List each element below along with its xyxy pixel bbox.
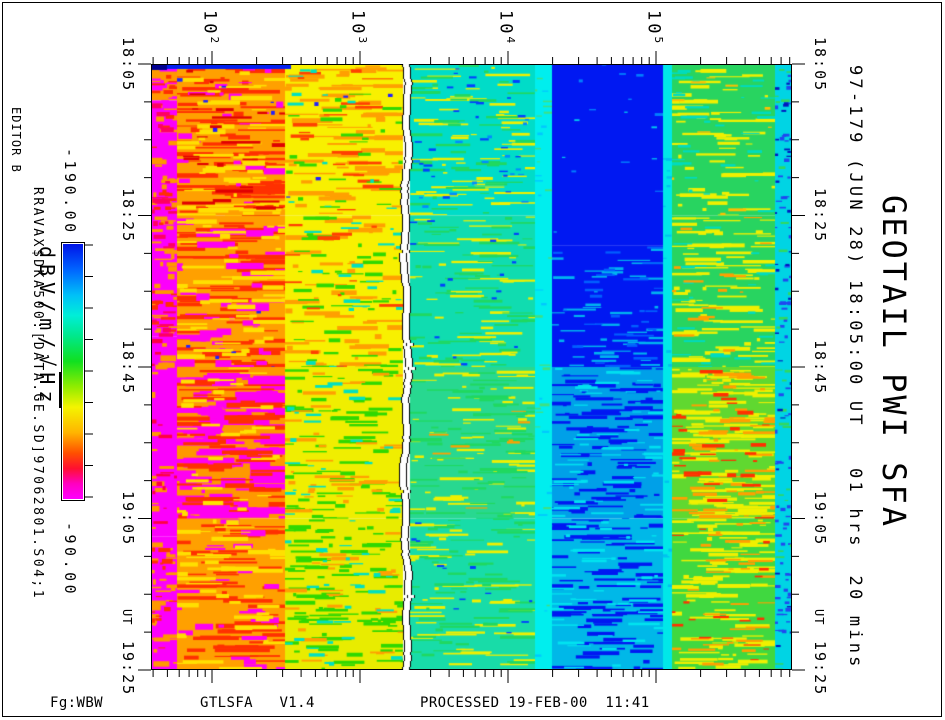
footer-flag: Fg:WBW (50, 695, 103, 711)
freq-label-10khz: 104 (495, 10, 517, 44)
colorbar-units-label: dBV/m/√Hz (35, 246, 61, 409)
spectrogram-image (151, 64, 792, 670)
ut-prefix-right: UT (812, 609, 826, 626)
time-label-left-1805: 18:05 (119, 37, 137, 93)
colorbar-max-label: -190.00 (61, 148, 79, 236)
plot-date-duration: 97-179 (JUN 28) 18:05:00 UT 01 hrs 20 mi… (845, 65, 865, 670)
footer-processed-timestamp: PROCESSED 19-FEB-00 11:41 (420, 695, 650, 711)
colorbar-min-label: -90.00 (61, 522, 79, 598)
freq-label-100khz: 105 (643, 10, 665, 44)
colorbar-gradient (63, 244, 83, 499)
time-label-right-1825: 18:25 (811, 188, 829, 244)
time-label-right-1905: 19:05 (811, 491, 829, 547)
ut-prefix-left: UT (120, 609, 134, 626)
freq-label-100hz: 102 (199, 10, 221, 44)
time-label-right-1805: 18:05 (811, 37, 829, 93)
colorbar (61, 242, 85, 501)
time-label-left-1925: 19:25 (119, 641, 137, 697)
time-label-right-1925: 19:25 (811, 641, 829, 697)
footer-program-version: GTLSFA V1.4 (200, 695, 315, 711)
freq-label-1khz: 103 (347, 10, 369, 44)
page-title: GEOTAIL PWI SFA (875, 195, 913, 529)
editor-label: EDITOR B (9, 107, 23, 173)
time-label-left-1825: 18:25 (119, 188, 137, 244)
time-label-left-1905: 19:05 (119, 491, 137, 547)
time-label-left-1845: 18:45 (119, 340, 137, 396)
time-label-right-1845: 18:45 (811, 340, 829, 396)
